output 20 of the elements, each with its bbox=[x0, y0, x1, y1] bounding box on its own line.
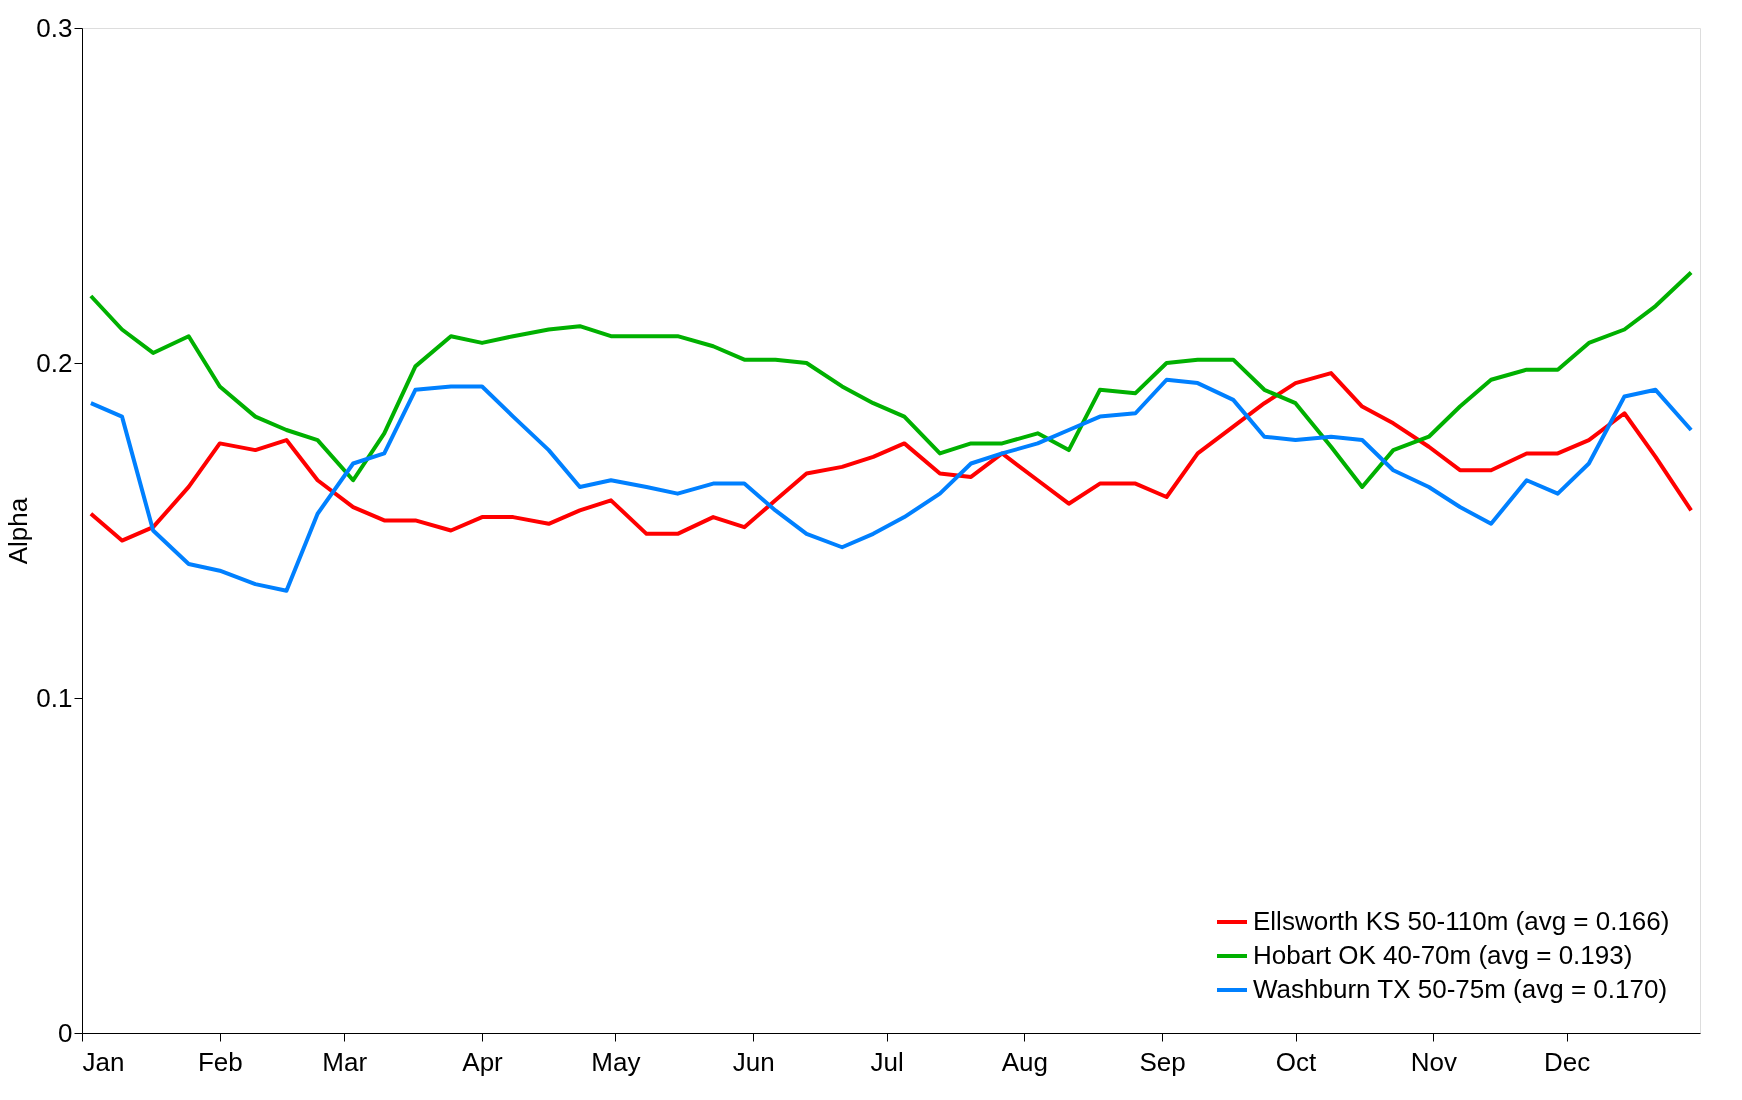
x-tick-label: Jun bbox=[732, 1046, 775, 1077]
x-tick-label: Mar bbox=[322, 1046, 368, 1077]
x-tick-label: Nov bbox=[1410, 1046, 1457, 1077]
y-axis-title: Alpha bbox=[3, 497, 34, 565]
y-tick-label: 0.2 bbox=[36, 347, 73, 378]
x-tick-label: Dec bbox=[1544, 1046, 1591, 1077]
x-tick-label: Jul bbox=[870, 1046, 904, 1077]
y-tick-label: 0.1 bbox=[36, 682, 73, 713]
x-tick-label: Aug bbox=[1001, 1046, 1048, 1077]
y-tick-label: 0 bbox=[58, 1017, 73, 1048]
x-tick-label: May bbox=[591, 1046, 641, 1077]
x-tick-label: Sep bbox=[1139, 1046, 1186, 1077]
x-tick-label: Jan bbox=[82, 1046, 125, 1077]
x-tick-label: Feb bbox=[197, 1046, 243, 1077]
y-tick-label: 0.3 bbox=[36, 12, 73, 43]
x-tick-label: Apr bbox=[462, 1046, 504, 1077]
legend-label: Hobart OK 40-70m (avg = 0.193) bbox=[1253, 940, 1633, 970]
x-tick-label: Oct bbox=[1275, 1046, 1317, 1077]
legend-label: Ellsworth KS 50-110m (avg = 0.166) bbox=[1253, 906, 1670, 936]
legend-label: Washburn TX 50-75m (avg = 0.170) bbox=[1253, 974, 1668, 1004]
